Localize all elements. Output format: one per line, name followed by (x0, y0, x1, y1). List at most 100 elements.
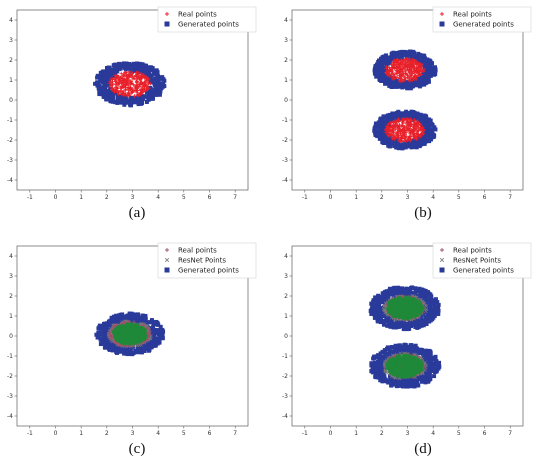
generated-point (124, 65, 129, 70)
generated-point (434, 358, 439, 363)
real-point (108, 80, 112, 84)
generated-point (142, 349, 147, 354)
generated-point (424, 348, 429, 353)
generated-point (368, 308, 373, 313)
real-point (126, 80, 130, 85)
x-tick-label: -1 (302, 430, 308, 436)
overlay-point (141, 330, 145, 334)
real-point (140, 91, 145, 95)
overlay-point (117, 324, 122, 329)
generated-point (398, 116, 403, 121)
generated-point (396, 55, 401, 60)
generated-point (134, 319, 139, 324)
generated-point (110, 348, 115, 353)
generated-point (426, 377, 431, 382)
generated-point (381, 307, 386, 312)
generated-point (404, 384, 409, 389)
x-tick-label: 7 (508, 430, 512, 436)
generated-point (428, 67, 433, 72)
series-real-points (384, 57, 426, 144)
generated-point (399, 323, 404, 328)
generated-point (418, 287, 423, 292)
generated-point (424, 294, 429, 299)
generated-point (120, 346, 125, 351)
generated-point (397, 111, 402, 116)
real-point (136, 93, 141, 98)
generated-point (143, 320, 148, 325)
generated-point (152, 88, 157, 93)
real-point (125, 94, 130, 98)
generated-point (100, 338, 105, 343)
real-point (119, 86, 124, 90)
real-point (401, 116, 405, 121)
y-tick-label: 4 (284, 17, 288, 24)
generated-point (383, 124, 388, 129)
generated-point (396, 146, 401, 151)
real-point (123, 82, 128, 87)
real-point (138, 92, 143, 97)
x-tick-label: 6 (208, 430, 212, 436)
generated-point (381, 349, 386, 354)
real-point (391, 130, 395, 135)
generated-point (423, 135, 428, 140)
y-tick-label: 2 (284, 293, 288, 300)
generated-point (145, 66, 150, 71)
real-point (401, 66, 405, 70)
generated-point (104, 66, 109, 71)
generated-point (133, 68, 138, 73)
generated-point (392, 112, 397, 117)
generated-point (393, 56, 398, 61)
x-tick-label: 4 (156, 430, 160, 436)
generated-point (392, 143, 397, 148)
real-point (417, 68, 422, 72)
generated-point (157, 340, 162, 345)
generated-point (152, 320, 157, 325)
generated-point (115, 314, 120, 319)
x-tick-label: 6 (483, 194, 487, 200)
generated-point (427, 292, 432, 297)
real-point (389, 62, 394, 67)
generated-point (383, 75, 388, 80)
generated-point (131, 65, 136, 70)
real-point (408, 119, 412, 124)
real-point (114, 88, 119, 92)
real-point (416, 72, 421, 76)
generated-point (397, 324, 402, 329)
generated-point (431, 132, 436, 137)
real-point (416, 129, 421, 133)
generated-point (409, 84, 414, 89)
generated-point (423, 288, 428, 293)
generated-point (424, 374, 429, 379)
generated-point (153, 338, 158, 343)
generated-point (431, 366, 436, 371)
generated-point (115, 97, 120, 102)
generated-point (112, 345, 117, 350)
generated-point (413, 77, 418, 82)
generated-point (424, 362, 429, 367)
generated-point (391, 54, 396, 59)
x-tick-label: 2 (380, 430, 384, 436)
generated-point (385, 121, 390, 126)
generated-point (430, 72, 435, 77)
generated-point (111, 73, 116, 78)
generated-point (386, 118, 391, 123)
generated-point (385, 347, 390, 352)
real-point (412, 58, 417, 63)
generated-point (158, 324, 163, 329)
generated-point (429, 302, 434, 307)
generated-point (382, 134, 387, 139)
x-tick-label: 7 (233, 194, 237, 200)
generated-point (383, 297, 388, 302)
real-point (399, 66, 403, 71)
generated-point (379, 294, 384, 299)
generated-point (383, 355, 388, 360)
generated-point (433, 308, 438, 313)
generated-point (120, 99, 125, 104)
generated-point (139, 315, 144, 320)
y-tick-label: 4 (9, 17, 13, 24)
generated-point (433, 310, 438, 315)
real-point (408, 134, 412, 139)
generated-point (150, 77, 155, 82)
real-point (122, 79, 127, 84)
